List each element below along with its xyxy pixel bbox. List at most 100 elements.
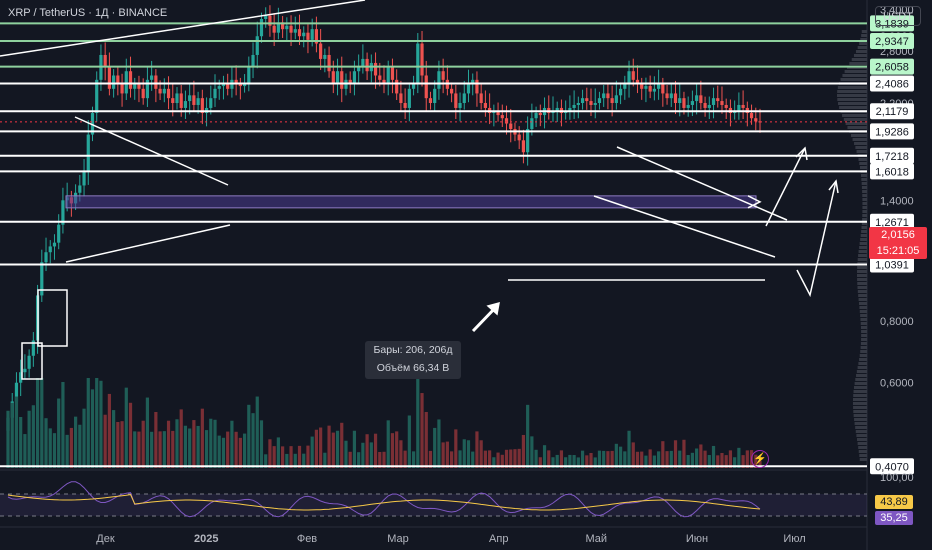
volume-profile-bar <box>860 234 867 237</box>
candle-body <box>618 88 623 96</box>
volume-bar <box>678 450 682 468</box>
level-label: 2,6058 <box>875 62 909 74</box>
candle-body <box>128 71 133 89</box>
volume-profile-bar <box>860 322 867 325</box>
level-label-bg <box>870 147 914 164</box>
volume-profile-bar <box>853 410 867 413</box>
volume-profile-bar <box>859 166 867 169</box>
volume-bar <box>23 434 27 468</box>
candle-body <box>293 29 297 33</box>
volume-profile-bar <box>844 70 867 73</box>
candle-body <box>238 84 242 87</box>
volume-bar <box>580 450 585 468</box>
candle-body <box>534 113 538 119</box>
volume-bar <box>179 409 183 468</box>
candle-body <box>614 95 618 104</box>
volume-bar <box>745 450 749 468</box>
candle-body <box>150 75 154 80</box>
volume-bar <box>504 449 509 468</box>
y-tick-label: 3,4000 <box>880 4 914 16</box>
currency-button[interactable]: USDT <box>875 6 921 26</box>
candle-body <box>458 103 462 108</box>
candle-body <box>57 224 61 243</box>
volume-bar <box>707 455 711 468</box>
volume-profile-bar <box>857 286 867 289</box>
volume-profile-bar <box>856 374 867 377</box>
candle-body <box>361 58 365 68</box>
candle-body <box>390 67 395 80</box>
volume-profile-bar <box>862 190 867 193</box>
tooltip-volume: Объём 66,34 B <box>376 362 450 374</box>
volume-bar <box>521 434 526 468</box>
symbol-title[interactable]: XRP / TetherUS · 1Д · BINANCE <box>8 7 168 19</box>
level-label-bg <box>870 103 914 120</box>
rsi-pane: 100,00 <box>0 472 914 518</box>
candle-body <box>433 88 437 104</box>
volume-bar <box>479 440 483 468</box>
candle-body <box>310 29 314 40</box>
candle-body <box>496 110 500 116</box>
candle-body <box>673 93 678 104</box>
lightning-icon[interactable]: ⚡ <box>751 450 769 468</box>
x-tick-label: Апр <box>489 533 508 545</box>
volume-profile-bar <box>861 338 867 341</box>
volume-profile-bar <box>861 222 867 225</box>
candle-body <box>640 84 644 89</box>
candle-body <box>124 71 128 94</box>
candle-body <box>606 93 610 99</box>
volume-profile-bar <box>853 54 867 57</box>
volume-bar <box>720 452 724 468</box>
candle-body <box>107 67 111 89</box>
volume-bar <box>276 437 280 468</box>
volume-bar <box>281 446 285 468</box>
volume-bar <box>627 430 631 468</box>
x-tick-label: Дек <box>96 533 115 545</box>
volume-bar <box>699 444 703 468</box>
volume-bar <box>547 450 551 468</box>
volume-bar <box>424 412 428 468</box>
candle-body <box>686 104 690 108</box>
volume-bar <box>433 427 437 468</box>
volume-bar <box>141 420 145 468</box>
volume-bar <box>564 457 568 468</box>
volume-profile-bar <box>858 450 867 453</box>
volume-profile-bar <box>859 354 867 357</box>
volume-bar <box>458 450 462 468</box>
volume-bar <box>652 455 656 468</box>
volume-bar <box>65 434 69 468</box>
volume-bar <box>204 430 209 468</box>
volume-bar <box>488 450 492 468</box>
level-label: 1,9286 <box>875 126 909 138</box>
volume-profile-bar <box>854 418 867 421</box>
volume-profile-bar <box>842 74 867 77</box>
level-label: 1,6018 <box>875 166 909 178</box>
volume-bar <box>623 451 627 468</box>
volume-bar <box>741 455 745 468</box>
level-label: 1,7218 <box>875 151 909 163</box>
x-tick-label: Июн <box>686 533 708 545</box>
volume-profile-bar <box>858 294 867 297</box>
volume-profile-bar <box>857 438 867 441</box>
candle-body <box>23 368 27 373</box>
rsi-band <box>0 494 867 516</box>
candle-body <box>720 101 724 105</box>
candle-body <box>40 262 44 296</box>
volume-profile-bar <box>859 162 867 165</box>
candle-body <box>411 84 416 89</box>
volume-profile-bar <box>857 46 867 49</box>
candle-body <box>454 93 458 108</box>
volume-profile-bar <box>847 126 867 129</box>
volume-bar <box>112 410 116 468</box>
volume-profile-bar <box>857 270 867 273</box>
y-tick-label: 0,8000 <box>880 316 914 328</box>
x-tick-label: Фев <box>297 533 317 545</box>
candle-body <box>27 355 31 369</box>
candle-body <box>635 79 640 85</box>
volume-bar <box>441 442 445 468</box>
volume-bar <box>378 452 382 468</box>
volume-bar <box>513 449 517 468</box>
candle-body <box>352 71 357 85</box>
candle-body <box>500 115 504 119</box>
volume-bar <box>585 455 589 468</box>
